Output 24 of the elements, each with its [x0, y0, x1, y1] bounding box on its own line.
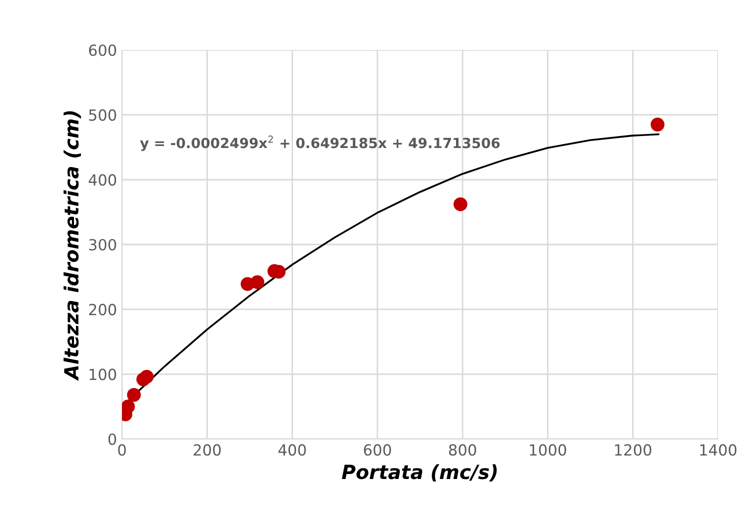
point: [140, 370, 154, 384]
x-tick-label: 600: [364, 444, 391, 456]
x-tick-label: 0: [118, 444, 126, 456]
y-tick-label: 300: [89, 238, 116, 251]
x-tick-label: 200: [194, 444, 221, 456]
y-tick-label: 200: [89, 304, 116, 316]
point: [650, 118, 664, 132]
annotation: y = -0.0002499x$^{2}$ + 0.6492185x + 49.1713506: [140, 136, 500, 152]
y-tick-label: 0: [108, 433, 116, 446]
y-tick-label: 500: [89, 109, 116, 121]
x-tick-label: 400: [278, 444, 306, 456]
point: [250, 275, 264, 290]
x-tick-label: 1200: [615, 444, 652, 456]
point: [122, 400, 135, 414]
x-axis-title: Portata (mc/s): [342, 464, 497, 482]
x-tick-label: 800: [449, 444, 476, 456]
y-tick-label: 600: [89, 44, 116, 56]
y-axis-title: Altezza idrometrica (cm): [64, 111, 81, 381]
y-tick-label: 100: [90, 368, 116, 380]
y-tick-label: 400: [88, 174, 116, 186]
point: [127, 388, 141, 402]
x-tick-label: 1000: [530, 444, 566, 456]
point: [454, 197, 468, 212]
x-tick-label: 1400: [700, 444, 736, 456]
